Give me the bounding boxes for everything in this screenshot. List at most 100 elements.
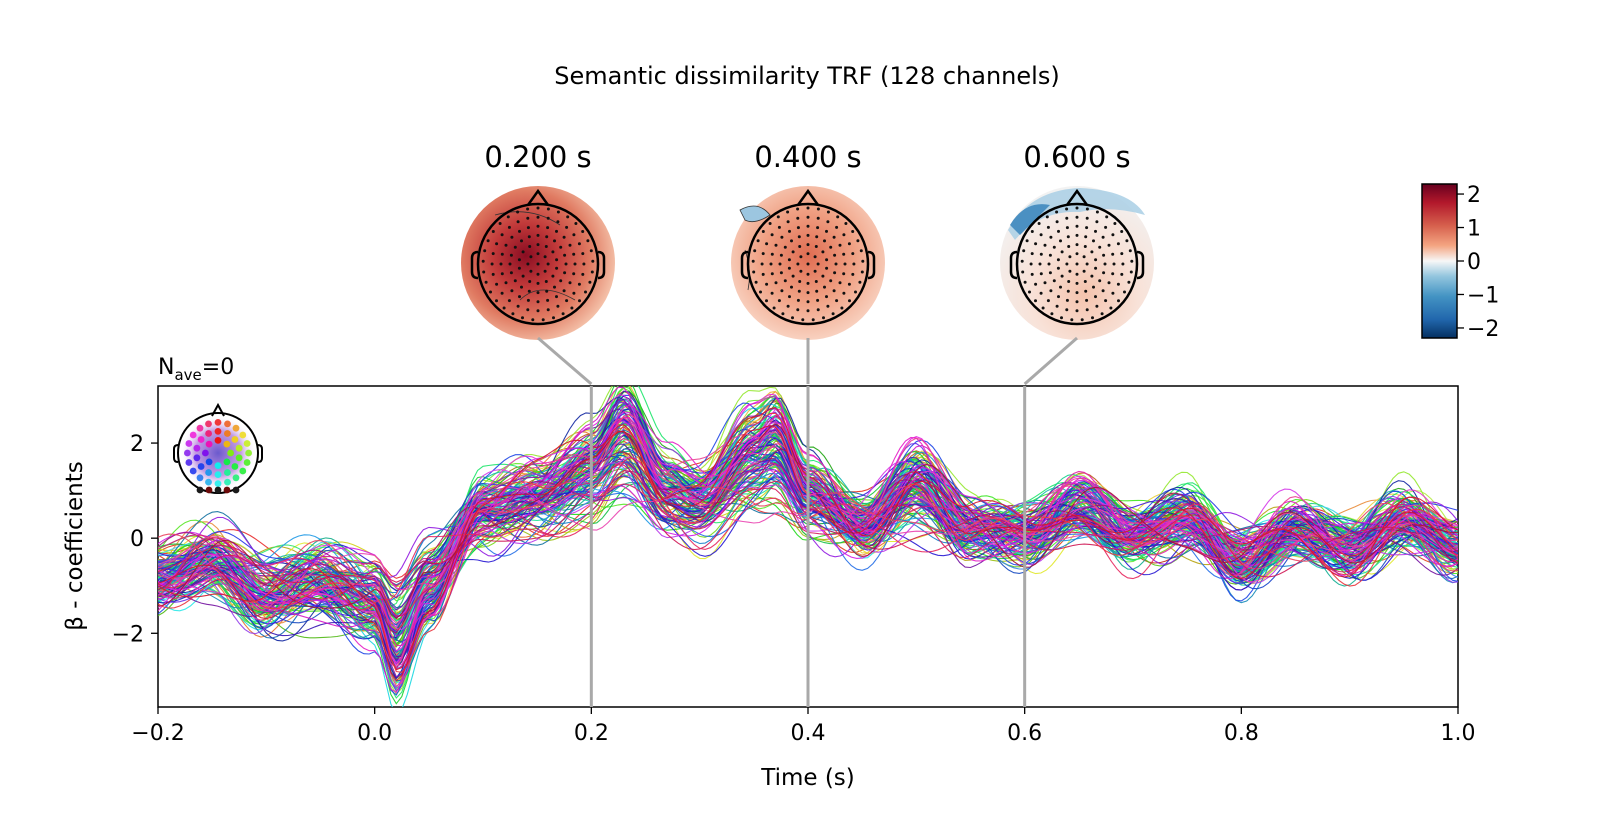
electrode-dot: [806, 252, 810, 256]
electrode-dot: [823, 239, 826, 243]
electrode-dot: [1075, 272, 1079, 276]
electrode-dot: [1100, 312, 1104, 316]
electrode-dot: [518, 229, 521, 233]
electrode-dot: [568, 281, 572, 285]
electrode-dot: [848, 299, 851, 303]
electrode-dot: [814, 245, 818, 248]
electrode-dot: [1101, 235, 1105, 239]
electrode-dot: [1066, 235, 1070, 239]
electrode-dot: [1075, 300, 1079, 304]
electrode-dot: [787, 258, 791, 262]
electrode-dot: [1039, 252, 1043, 256]
x-tick-label: 0.4: [791, 721, 826, 746]
electrode-dot: [770, 272, 774, 276]
electrode-dot: [491, 230, 495, 233]
topomap-3: 0.600 s: [1000, 140, 1154, 340]
electrode-dot: [832, 235, 836, 239]
electrode-dot: [543, 269, 547, 273]
electrode-dot: [578, 299, 581, 303]
electrode-dot: [751, 259, 755, 263]
inset-sensor-dot: [214, 419, 222, 426]
electrode-dot: [752, 270, 756, 274]
electrode-dot: [790, 285, 793, 289]
electrode-dot: [774, 281, 778, 285]
inset-sensor-dot: [197, 463, 205, 470]
electrode-dot: [1052, 279, 1056, 283]
electrode-dot: [1120, 272, 1124, 276]
electrode-dot: [829, 279, 833, 283]
inset-sensor-dot: [184, 449, 191, 457]
electrode-dot: [562, 235, 566, 239]
electrode-dot: [815, 235, 819, 239]
electrode-dot: [555, 266, 559, 270]
electrode-dot: [1046, 225, 1050, 229]
electrode-dot: [536, 252, 540, 256]
electrode-dot: [1055, 210, 1059, 214]
nave-annotation: Nave=0: [158, 355, 234, 384]
inset-sensor-dot: [205, 430, 213, 437]
electrode-dot: [776, 215, 780, 219]
inset-sensor-dot: [231, 436, 239, 443]
electrode-dot: [1022, 249, 1026, 253]
colorbar-tick-label: −2: [1467, 317, 1499, 342]
electrode-dot: [531, 318, 535, 322]
electrode-dot: [772, 306, 776, 310]
electrode-dot: [591, 259, 595, 263]
electrode-dot: [565, 225, 569, 229]
electrode-dot: [791, 250, 795, 254]
electrode-dot: [1028, 290, 1031, 294]
electrode-dot: [806, 300, 810, 304]
electrode-dot: [1130, 259, 1134, 263]
electrode-dot: [813, 255, 817, 259]
electrode-dot: [822, 316, 825, 320]
electrode-dot: [568, 243, 572, 247]
electrode-dot: [796, 262, 800, 266]
colorbar-tick-label: 0: [1467, 250, 1481, 275]
electrode-dot: [831, 312, 835, 316]
electrode-dot: [1094, 266, 1098, 270]
electrode-dot: [516, 220, 520, 224]
inset-sensor-dot: [189, 467, 197, 475]
inset-sensor-dot: [214, 486, 222, 494]
electrode-dot: [861, 259, 865, 263]
topomap-1: 0.200 s: [461, 140, 615, 340]
electrode-dot: [526, 207, 530, 211]
electrode-dot: [806, 224, 810, 228]
electrode-dot: [1043, 243, 1047, 247]
electrode-dot: [486, 239, 490, 243]
electrode-dot: [546, 298, 550, 302]
electrode-dot: [520, 285, 523, 289]
electrode-dot: [1107, 243, 1111, 247]
electrode-dot: [777, 225, 781, 229]
electrode-dot: [526, 216, 530, 220]
electrode-dot: [1127, 280, 1131, 284]
electrode-dot: [543, 255, 547, 259]
electrode-dot: [536, 206, 540, 210]
inset-sensor-dot: [205, 478, 212, 486]
electrode-dot: [1102, 271, 1106, 275]
electrode-dot: [1020, 259, 1024, 263]
inset-sensor-dot: [232, 424, 240, 432]
electrode-dot: [1060, 316, 1063, 320]
electrode-dot: [526, 262, 530, 266]
electrode-dot: [1082, 255, 1086, 259]
electrode-dot: [1083, 245, 1087, 248]
electrode-dot: [1030, 230, 1034, 233]
electrode-dot: [565, 299, 569, 303]
electrode-dot: [1039, 272, 1043, 276]
electrode-dot: [589, 249, 593, 253]
electrode-dot: [577, 242, 581, 246]
electrode-dot: [811, 318, 815, 322]
inset-sensor-dot: [205, 469, 213, 476]
electrode-dot: [556, 220, 560, 224]
inset-sensor-dot: [205, 420, 212, 428]
inset-sensor-dot: [235, 454, 243, 462]
electrode-dot: [1104, 225, 1108, 229]
colorbar-tick-label: 1: [1467, 217, 1481, 242]
electrode-dot: [806, 309, 810, 313]
electrode-dot: [770, 252, 774, 256]
electrode-dot: [544, 245, 548, 248]
electrode-dot: [816, 226, 820, 230]
electrode-dot: [833, 271, 837, 275]
electrode-dot: [556, 304, 560, 308]
